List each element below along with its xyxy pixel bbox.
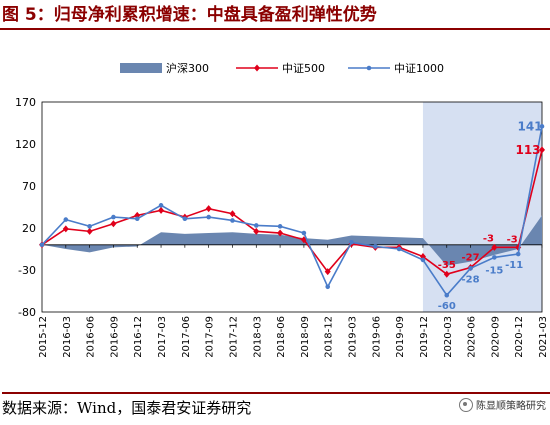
data-point-csi1000	[253, 223, 259, 228]
data-point-csi500	[539, 146, 545, 154]
x-tick-label: 2016-03	[62, 316, 73, 358]
data-point-csi1000	[373, 244, 378, 249]
x-tick-label: 2019-12	[419, 316, 430, 358]
legend-marker-csi500	[254, 64, 260, 72]
data-point-csi500	[229, 210, 236, 218]
data-label-csi500: -3	[507, 234, 518, 245]
data-point-csi1000	[230, 218, 235, 223]
y-tick-label: 170	[15, 96, 36, 109]
data-point-csi1000	[301, 230, 307, 236]
data-point-csi1000	[87, 224, 92, 229]
y-tick-label: -80	[18, 306, 36, 319]
data-point-csi500	[86, 227, 93, 235]
data-point-csi500	[205, 205, 212, 213]
x-tick-label: 2016-12	[133, 316, 144, 358]
data-point-csi500	[253, 227, 260, 235]
data-point-csi1000	[63, 217, 69, 222]
y-tick-label: 120	[15, 138, 36, 151]
data-point-csi500	[277, 229, 284, 237]
data-point-csi1000	[206, 214, 211, 220]
x-tick-label: 2016-09	[109, 316, 120, 358]
data-point-csi1000	[515, 251, 521, 257]
data-label-csi1000: -11	[505, 260, 523, 271]
y-tick-label: 70	[22, 180, 36, 193]
data-label-csi1000: -60	[438, 301, 456, 312]
data-label-csi500: -3	[483, 233, 494, 244]
series-line-csi1000	[41, 126, 543, 297]
x-tick-label: 2017-09	[205, 316, 216, 358]
data-label-csi1000: -15	[485, 265, 503, 276]
legend-marker-csi1000	[366, 65, 372, 71]
data-point-csi500	[324, 268, 331, 276]
data-label-csi500: -27	[462, 252, 480, 263]
y-tick-label: -30	[18, 264, 36, 277]
watermark: 陈显顺策略研究	[459, 397, 546, 412]
watermark-text: 陈显顺策略研究	[476, 401, 546, 412]
x-tick-label: 2015-12	[38, 316, 49, 358]
y-tick-label: 20	[22, 222, 36, 235]
data-point-csi1000	[444, 292, 450, 298]
legend-label: 中证1000	[394, 62, 444, 75]
data-point-csi1000	[325, 284, 331, 290]
data-label-csi1000: 141	[517, 119, 542, 133]
x-tick-label: 2018-12	[324, 316, 335, 358]
x-tick-label: 2020-09	[490, 316, 501, 358]
x-tick-label: 2016-06	[86, 316, 97, 358]
data-point-csi500	[443, 270, 450, 278]
data-point-csi500	[491, 243, 498, 251]
data-point-csi1000	[396, 246, 402, 252]
x-tick-label: 2018-09	[300, 316, 311, 358]
series-line-csi500	[41, 149, 543, 276]
shaded-region	[422, 102, 542, 312]
data-point-csi1000	[277, 224, 283, 229]
data-point-csi1000	[492, 255, 497, 260]
data-point-csi1000	[182, 216, 188, 222]
data-point-csi1000	[420, 257, 426, 263]
source-note: 数据来源：Wind，国泰君安证券研究	[2, 392, 550, 422]
x-tick-label: 2018-03	[252, 316, 263, 358]
data-label-csi500: 113	[515, 143, 540, 157]
data-point-csi1000	[158, 203, 164, 208]
data-point-csi500	[62, 225, 69, 233]
data-label-csi1000: -28	[462, 274, 480, 285]
x-tick-label: 2017-12	[228, 316, 239, 358]
line-chart: -80 -30 20 70 120 170 2015-12 2016-03 2016-06 201…	[15, 61, 549, 358]
legend-label: 沪深300	[166, 61, 209, 75]
x-tick-label: 2020-03	[443, 316, 454, 358]
legend-swatch-hs300	[120, 63, 162, 73]
x-tick-label: 2017-06	[181, 316, 192, 358]
x-tick-label: 2021-03	[538, 316, 549, 358]
wechat-icon	[459, 397, 473, 412]
data-point-csi1000	[39, 242, 45, 248]
data-point-csi1000	[349, 239, 354, 245]
legend-label: 中证500	[282, 62, 325, 75]
data-point-csi1000	[468, 266, 473, 271]
x-tick-label: 2020-12	[514, 316, 525, 358]
data-point-csi1000	[134, 216, 140, 222]
x-tick-label: 2019-03	[348, 316, 359, 358]
data-label-csi500: -35	[438, 260, 456, 271]
data-point-csi500	[110, 220, 117, 228]
figure-title: 图 5：归母净利累积增速：中盘具备盈利弹性优势	[0, 0, 550, 30]
x-tick-label: 2019-06	[371, 316, 382, 358]
x-tick-label: 2017-03	[157, 316, 168, 358]
x-tick-label: 2018-06	[276, 316, 287, 358]
data-point-csi1000	[111, 214, 116, 220]
plot-frame	[41, 101, 543, 313]
data-point-csi1000	[539, 124, 545, 129]
data-point-csi500	[158, 206, 165, 214]
series-area-hs300	[42, 215, 542, 266]
x-tick-label: 2020-06	[467, 316, 478, 358]
x-tick-label: 2019-09	[395, 316, 406, 358]
